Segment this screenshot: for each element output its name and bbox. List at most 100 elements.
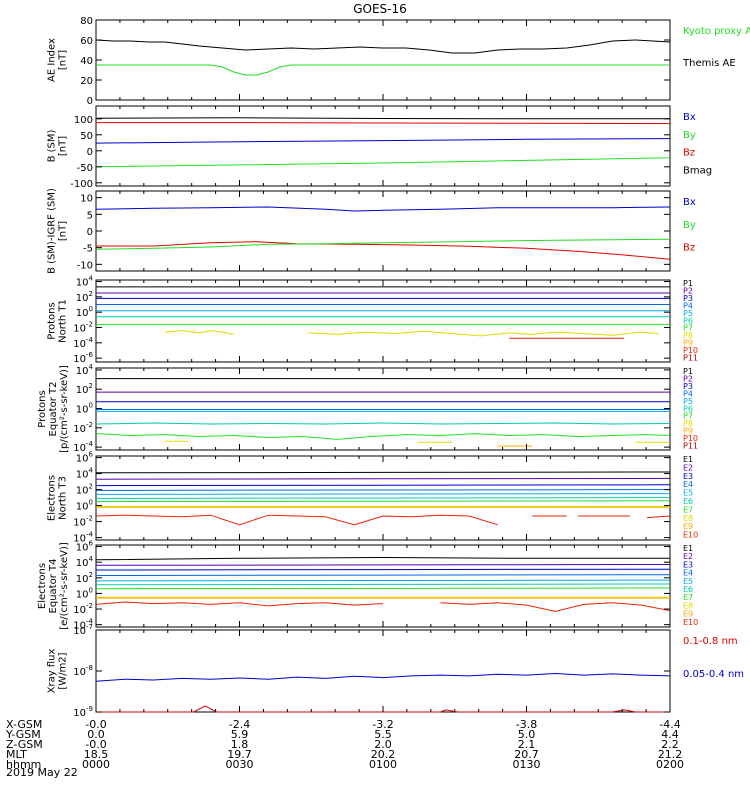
y-tick-label: 100 xyxy=(76,305,93,319)
series-line xyxy=(95,497,671,499)
legend-entry: By xyxy=(683,220,696,231)
legend-entry: E1 xyxy=(683,544,693,553)
footer-value: 5.9 xyxy=(231,728,249,741)
y-tick-label: 10-9 xyxy=(73,705,93,719)
y-tick-label: 10-2 xyxy=(73,515,93,529)
y-tick-label: 100 xyxy=(76,402,93,416)
legend-entry: P5 xyxy=(683,309,693,318)
legend-entry: By xyxy=(683,130,696,141)
footer-value: 21.2 xyxy=(658,748,683,761)
y-tick-label: 104 xyxy=(76,467,94,481)
legend-entry: E2 xyxy=(683,552,693,561)
plot-title: GOES-16 xyxy=(353,2,407,16)
legend-entry: E9 xyxy=(683,610,693,619)
legend-entry: P8 xyxy=(683,331,693,340)
y-axis-label: Protons xyxy=(47,302,58,339)
y-axis-label: [W/m2] xyxy=(58,652,69,689)
series-line xyxy=(95,672,671,682)
y-axis-label: [nT] xyxy=(58,50,69,70)
y-tick-label: 80 xyxy=(80,16,93,27)
y-axis-label: B (SM)-IGRF (SM) xyxy=(47,188,58,274)
y-tick-label: 10-2 xyxy=(73,602,93,616)
footer-value: 2.0 xyxy=(374,738,392,751)
footer-row-label: Y-GSM xyxy=(5,728,41,741)
legend-entry: E10 xyxy=(683,618,698,627)
panel-frame xyxy=(95,190,671,272)
legend-entry: P4 xyxy=(683,301,693,310)
series-line xyxy=(95,117,670,120)
footer-value: -2.4 xyxy=(229,718,250,731)
legend-entry: E6 xyxy=(683,585,693,594)
y-tick-label: -5 xyxy=(83,244,93,255)
y-tick-label: 10-8 xyxy=(73,664,93,678)
footer-value: 1.8 xyxy=(231,738,249,751)
legend-entry: Bx xyxy=(683,112,696,123)
y-tick-label: 10-7 xyxy=(73,623,93,637)
legend-entry: E2 xyxy=(683,463,693,472)
y-tick-label: 100 xyxy=(76,499,93,513)
y-tick-label: 60 xyxy=(80,36,93,47)
y-axis-label: North T3 xyxy=(58,476,69,520)
y-tick-label: 102 xyxy=(76,382,93,396)
y-tick-label: -10 xyxy=(77,260,93,271)
y-tick-label: 10-2 xyxy=(73,421,93,435)
series-line xyxy=(95,574,671,576)
legend-entry: P9 xyxy=(683,339,693,348)
y-axis-label: Equator T2 xyxy=(48,382,59,437)
legend-entry: E6 xyxy=(683,497,693,506)
series-line xyxy=(95,422,671,425)
legend-entry: E3 xyxy=(683,472,693,481)
footer-value: 0.0 xyxy=(87,728,105,741)
y-axis-label: Xray flux xyxy=(47,649,58,694)
series-line xyxy=(95,493,671,495)
panel-frame xyxy=(95,629,671,713)
legend-entry: Bmag xyxy=(683,165,712,176)
y-tick-label: 5 xyxy=(87,210,93,221)
series-line xyxy=(95,583,671,586)
series-line xyxy=(96,241,671,260)
legend-entry: P3 xyxy=(683,382,693,391)
legend-entry: P11 xyxy=(683,354,698,363)
series-line xyxy=(96,64,670,76)
footer-value: -0.0 xyxy=(85,738,106,751)
footer-value: 2.1 xyxy=(518,738,536,751)
footer-value: 20.7 xyxy=(514,748,539,761)
y-tick-label: 104 xyxy=(76,363,94,377)
panel-3: -10 -5 0 5 10 B (SM)-IGRF (SM) [nT] Bx By Bz xyxy=(47,188,696,274)
legend-entry: P6 xyxy=(683,404,693,413)
y-axis-label: [nT] xyxy=(58,221,69,241)
y-tick-label: 50 xyxy=(80,131,93,142)
series-line xyxy=(95,39,671,54)
legend-entry: E3 xyxy=(683,560,693,569)
footer-value: 2.2 xyxy=(661,738,679,751)
footer-row-label: Z-GSM xyxy=(6,738,43,751)
legend-entry: P9 xyxy=(683,427,693,436)
legend-entry: Kyoto proxy AE xyxy=(683,26,750,37)
footer-value: -4.4 xyxy=(659,718,680,731)
footer-value: 19.7 xyxy=(227,748,252,761)
legend-entry: E8 xyxy=(683,601,693,610)
series-line xyxy=(95,601,671,612)
y-tick-label: 102 xyxy=(76,483,93,497)
legend-entry: E7 xyxy=(683,505,693,514)
footer-value: 18.5 xyxy=(84,748,109,761)
legend-entry: P8 xyxy=(683,419,693,428)
legend-entry: P6 xyxy=(683,316,693,325)
y-tick-label: 102 xyxy=(76,290,93,304)
panel-8: 10-7 10-8 10-9 Xray flux [W/m2] 0.1-0.8 nm 0.0… xyxy=(47,623,745,719)
legend-entry: E4 xyxy=(683,480,693,489)
y-tick-label: -100 xyxy=(70,179,93,190)
legend-entry: P1 xyxy=(683,279,693,288)
y-axis-label: B (SM) xyxy=(47,129,58,162)
y-tick-label: 20 xyxy=(80,76,93,87)
y-axis-label: [nT] xyxy=(58,136,69,156)
footer-value: 5.5 xyxy=(374,728,392,741)
y-tick-label: 10 xyxy=(80,194,93,205)
legend-entry: 0.05-0.4 nm xyxy=(683,669,744,680)
legend-entry: P10 xyxy=(683,434,698,443)
y-tick-label: 104 xyxy=(76,555,94,569)
